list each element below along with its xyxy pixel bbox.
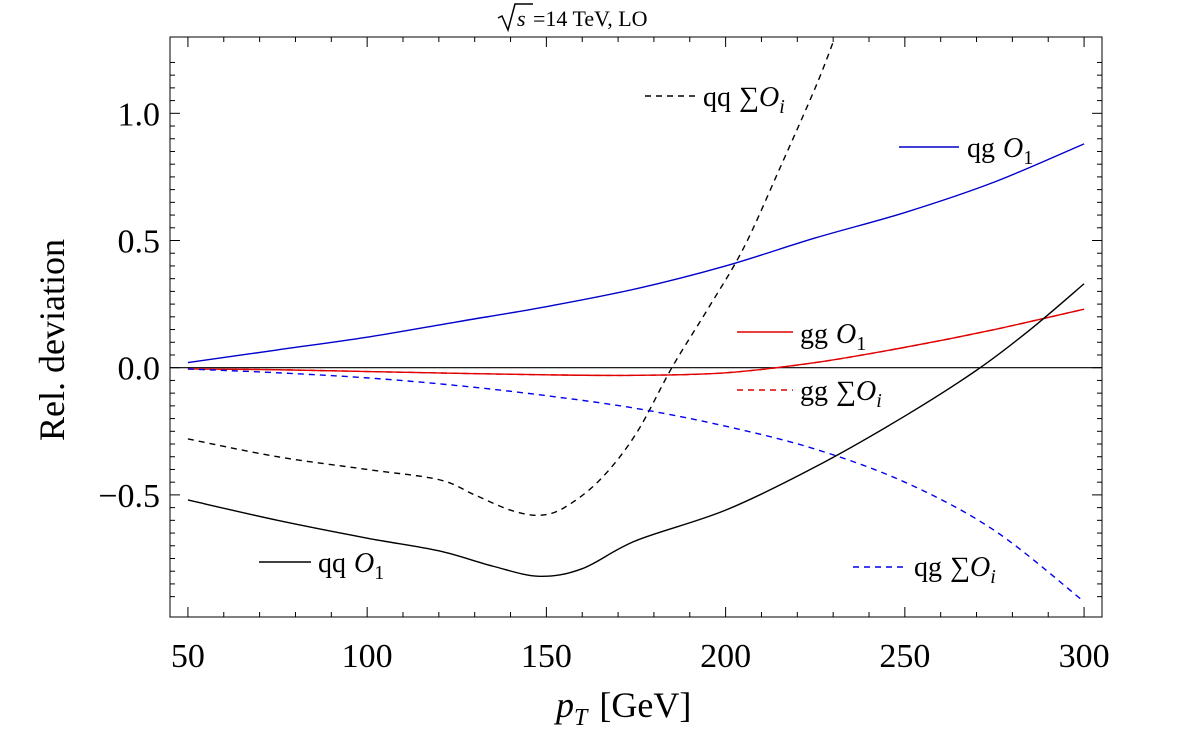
series-lines bbox=[187, 41, 1085, 603]
legend-gg-sum-main: gg bbox=[800, 376, 828, 407]
x-axis-sub: T bbox=[574, 705, 589, 731]
title-text: =14 TeV, LO bbox=[533, 6, 648, 31]
title-prefix: s bbox=[517, 6, 526, 31]
series-line-qg-oi bbox=[187, 368, 1085, 603]
sqrt-symbol bbox=[497, 3, 533, 33]
series-line-qq-oi bbox=[187, 41, 834, 516]
legend-qq-sum-op: ∑O bbox=[739, 82, 779, 113]
y-tick-label: 0.5 bbox=[118, 224, 161, 261]
legend-qq-o1-main: qq bbox=[318, 548, 346, 579]
legend-label-qg-sum: qg ∑Oi bbox=[914, 552, 996, 588]
x-tick-label: 50 bbox=[171, 638, 205, 675]
legend-qg-o1-sub: 1 bbox=[1023, 147, 1033, 169]
series-line-gg-o1 bbox=[187, 308, 1085, 377]
x-tick-label: 150 bbox=[521, 638, 572, 675]
x-axis-label: pT [GeV] bbox=[553, 685, 691, 731]
legend-lines bbox=[259, 95, 959, 568]
x-tick-label: 100 bbox=[342, 638, 393, 675]
legend-label-qq-sum: qq ∑Oi bbox=[703, 82, 785, 118]
legend-labels: qq ∑Oi qg O1 gg O1 gg ∑Oi qg ∑Oi qq O1 bbox=[318, 82, 1033, 588]
legend-gg-o1-sub: 1 bbox=[856, 333, 866, 355]
legend-label-gg-o1: gg O1 bbox=[800, 319, 866, 355]
x-tick-label: 300 bbox=[1059, 638, 1110, 675]
legend-gg-sum-sub: i bbox=[876, 390, 882, 412]
axis-tick-labels: 50 100 150 200 250 300 −0.5 0.0 0.5 1.0 bbox=[98, 96, 1109, 675]
y-tick-label: 0.0 bbox=[118, 351, 161, 388]
legend-qg-sum-main: qg bbox=[914, 552, 942, 583]
legend-qg-o1-main: qg bbox=[967, 133, 995, 164]
axis-ticks bbox=[170, 37, 1102, 617]
legend-qq-sum-main: qq bbox=[703, 82, 731, 113]
x-tick-label: 250 bbox=[879, 638, 930, 675]
y-tick-label: −0.5 bbox=[98, 478, 160, 515]
legend-label-gg-sum: gg ∑Oi bbox=[800, 376, 882, 412]
plot-frame bbox=[169, 36, 1103, 618]
x-axis-var: p bbox=[553, 685, 574, 725]
x-axis-unit: [GeV] bbox=[599, 685, 691, 725]
legend-qg-sum-sub: i bbox=[990, 566, 996, 588]
chart-title: s =14 TeV, LO bbox=[497, 3, 648, 33]
legend-label-qq-o1: qq O1 bbox=[318, 548, 384, 584]
series-line-qg-o1 bbox=[187, 143, 1085, 364]
legend-qg-sum-op: ∑O bbox=[950, 552, 990, 583]
legend-gg-o1-op: O bbox=[836, 319, 856, 350]
series-line-gg-oi bbox=[187, 308, 1085, 377]
y-axis-label: Rel. deviation bbox=[32, 239, 72, 441]
legend-qq-o1-op: O bbox=[354, 548, 374, 579]
y-tick-label: 1.0 bbox=[118, 96, 161, 133]
legend-qg-o1-op: O bbox=[1003, 133, 1023, 164]
legend-gg-o1-main: gg bbox=[800, 319, 828, 350]
x-tick-label: 200 bbox=[700, 638, 751, 675]
legend-gg-sum-op: ∑O bbox=[836, 376, 876, 407]
series-line-qq-o1 bbox=[187, 283, 1085, 578]
legend-qq-o1-sub: 1 bbox=[374, 562, 384, 584]
legend-label-qg-o1: qg O1 bbox=[967, 133, 1033, 169]
legend-qq-sum-sub: i bbox=[779, 96, 785, 118]
